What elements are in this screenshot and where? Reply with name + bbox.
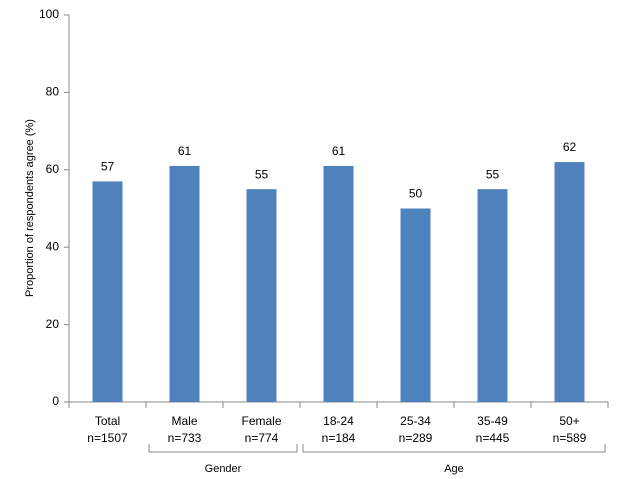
data-label: 55 [255,167,269,181]
y-tick-label: 100 [39,7,59,21]
x-tick-label: 35-49 [477,414,508,428]
group-bracket [148,444,298,453]
bar [554,162,585,402]
y-tick-label: 40 [46,239,60,253]
sample-size-label: n=733 [168,431,202,445]
data-label: 57 [101,160,115,174]
group-label: Gender [205,463,242,475]
x-tick-label: Female [241,414,281,428]
sample-size-label: n=184 [322,431,356,445]
x-tick-label: 25-34 [400,414,431,428]
sample-size-label: n=774 [245,431,279,445]
y-tick-label: 0 [52,394,59,408]
data-label: 50 [409,187,423,201]
y-tick-label: 60 [46,162,60,176]
bar [400,208,431,402]
bar [246,189,277,402]
data-label: 61 [178,144,192,158]
x-tick-label: Male [171,414,197,428]
bar [477,189,508,402]
bar [92,181,123,402]
x-tick-label: Total [95,414,120,428]
bar [323,165,354,402]
data-label: 61 [332,144,346,158]
y-tick-label: 20 [46,317,60,331]
sample-size-label: n=445 [476,431,510,445]
data-label: 55 [486,167,500,181]
group-bracket [302,444,606,453]
y-tick-label: 80 [46,85,60,99]
bar [169,165,200,402]
data-label: 62 [563,140,577,154]
sample-size-label: n=1507 [87,431,128,445]
sample-size-label: n=289 [399,431,433,445]
x-tick-label: 18-24 [323,414,354,428]
sample-size-label: n=589 [553,431,587,445]
group-label: Age [444,463,464,475]
y-axis-label: Proportion of respondents agree (%) [24,119,36,297]
x-tick-label: 50+ [559,414,579,428]
